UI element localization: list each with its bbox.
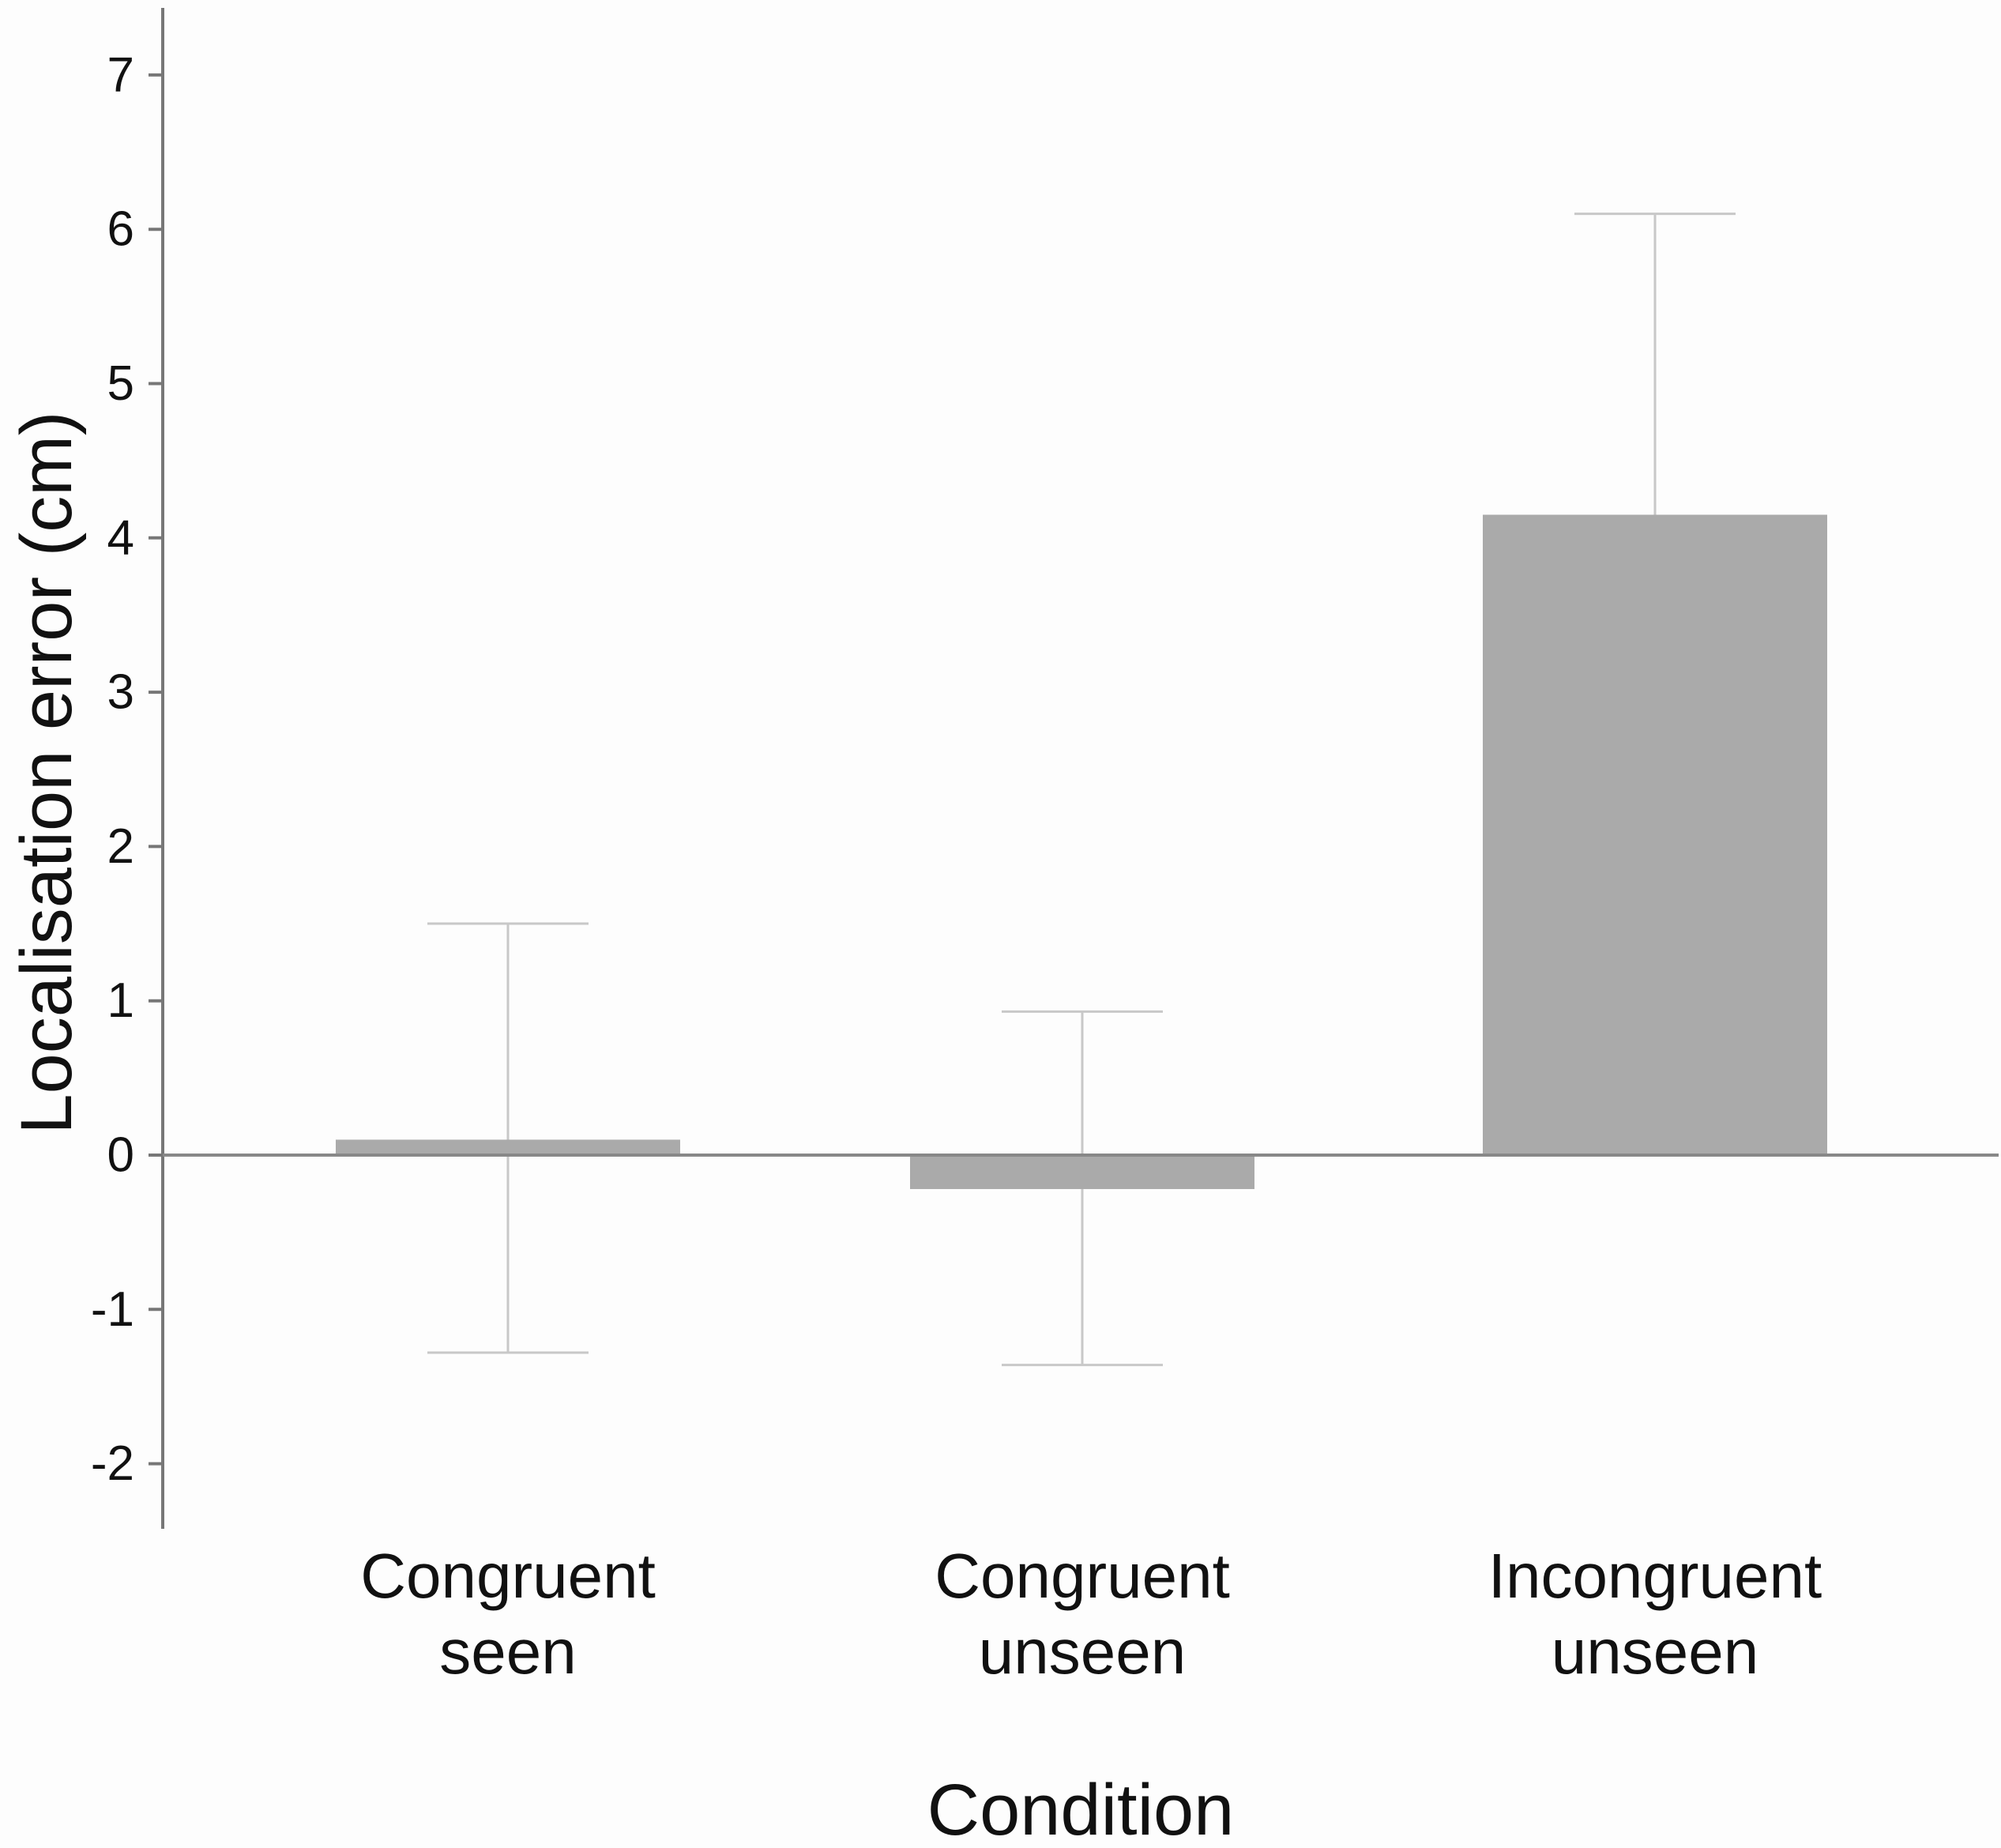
x-axis-title: Condition [927,1770,1235,1848]
category-label-line: unseen [1552,1617,1758,1687]
category-label-line: seen [439,1617,576,1687]
y-tick-label: 0 [107,1128,134,1183]
y-tick-label: 2 [107,819,134,874]
category-label: Congruent unseen [935,1541,1230,1687]
bars [336,514,1827,1189]
y-tick-label: 5 [107,356,134,411]
category-label: Congruent seen [360,1541,656,1687]
category-label-line: Congruent [360,1541,656,1611]
y-tick-label: 4 [107,510,134,565]
category-label-line: unseen [979,1617,1186,1687]
y-tick-label: 3 [107,665,134,720]
bar [1483,514,1827,1155]
bar [910,1155,1254,1189]
bar [336,1139,680,1155]
y-tick-label: 7 [107,47,134,102]
y-tick-label: -1 [91,1282,134,1337]
category-label: Incongruent unseen [1488,1541,1822,1687]
y-axis-title: Localisation error (cm) [6,411,87,1134]
category-label-line: Incongruent [1488,1541,1822,1611]
y-tick-label: 6 [107,202,134,257]
category-label-line: Congruent [935,1541,1230,1611]
y-axis-ticks: 7 6 5 4 3 2 1 0 -1 -2 [91,47,163,1491]
y-tick-label: 1 [107,973,134,1028]
y-tick-label: -2 [91,1436,134,1491]
